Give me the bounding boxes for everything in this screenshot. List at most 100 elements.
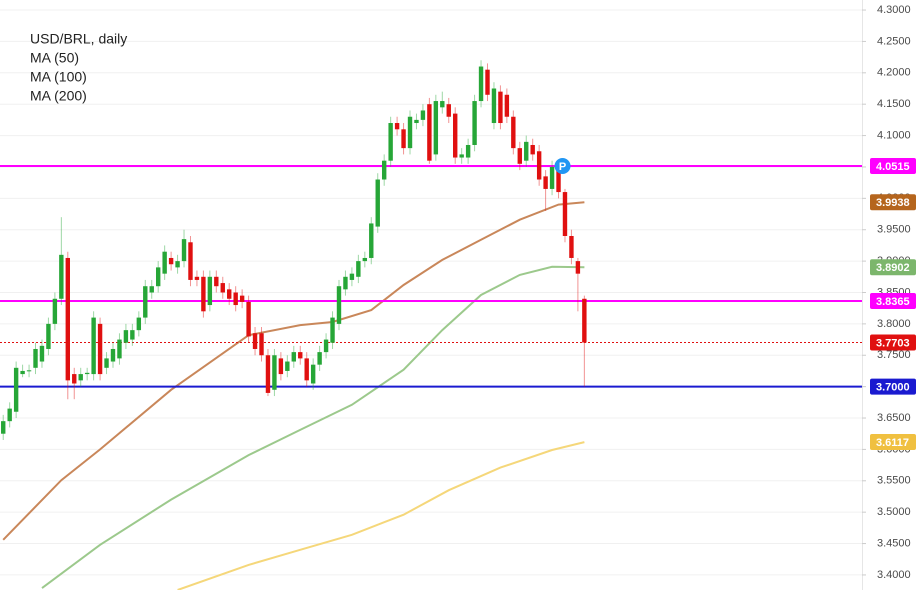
candle-body [343,276,348,290]
candle-body [239,295,245,302]
candle-body [117,339,122,359]
price-tag [870,378,916,395]
y-tick-label: 4.3000 [877,4,911,16]
candle-body [7,408,12,422]
candle-body [459,154,464,158]
y-tick-label: 3.4000 [877,569,911,581]
legend: USD/BRL, daily MA (50) MA (100) MA (200) [30,31,127,104]
candle-body [214,276,219,287]
price-tag-label: 3.8365 [876,296,910,308]
candle-body [220,283,225,293]
y-tick-label: 3.9500 [877,224,911,236]
candle-body [246,301,251,337]
candle-body [549,166,555,189]
price-axis: 4.30004.25004.20004.15004.10004.05004.00… [862,4,916,581]
price-tag [870,158,916,175]
candle-body [298,352,303,359]
candle-body [175,261,180,268]
candle-body [26,370,32,372]
candle-body [330,317,335,343]
y-tick-label: 4.1000 [877,129,911,141]
candle-body [420,110,426,120]
price-tag [870,334,916,351]
candle-body [524,141,529,161]
candle-body [569,236,574,258]
candle-body [375,179,380,227]
candle-body [155,267,161,287]
y-tick-label: 4.2000 [877,67,911,79]
price-tag [870,434,916,451]
candle-body [136,317,142,331]
candle-body [65,257,70,381]
price-tag [870,194,916,211]
price-tag-label: 3.7000 [876,382,910,394]
y-tick-label: 3.6500 [877,412,911,424]
price-tag-label: 3.9938 [876,197,910,209]
candle-body [362,257,368,262]
candle-body [491,88,497,124]
candle-body [46,323,51,349]
candle-body [1,421,6,434]
candle-body [369,223,374,258]
candle-body [252,333,258,349]
legend-entry: MA (200) [30,88,87,104]
candle-body [201,276,206,312]
candle-body [97,323,103,375]
ma-line [2,201,585,541]
candle-body [143,286,148,318]
candle-body [440,101,445,108]
candle-body [194,276,200,280]
candle-body [72,374,77,384]
candle-body [207,276,213,306]
candle-body [465,144,471,158]
candle-body [401,129,406,149]
candle-body [59,254,64,299]
price-tag-label: 3.8902 [876,262,910,274]
event-marker-label: P [559,161,566,173]
price-tag [870,259,916,276]
price-tag [870,292,916,309]
price-tag-label: 4.0515 [876,161,910,173]
candle-body [278,358,284,375]
candle-body [407,116,413,149]
candle-body [291,352,296,362]
candle-body [381,160,387,180]
candle-body [414,119,419,124]
candle-body [91,317,96,375]
price-tag-label: 3.6117 [876,437,909,449]
candle-body [504,94,510,117]
candle-body [323,339,329,353]
candle-body [149,286,154,293]
candle-body [427,104,432,161]
candle-body [285,361,290,371]
candle-body [33,348,38,368]
ma-line [177,441,585,590]
candle-body [536,151,542,180]
y-tick-label: 4.1500 [877,98,911,110]
candle-body [530,144,535,155]
y-tick-label: 3.5500 [877,475,911,487]
candle-body [78,374,83,381]
candle-body [388,123,393,161]
event-marker [554,158,571,175]
candle-body [104,358,109,368]
candle-body [517,148,522,164]
candle-body [123,330,129,343]
candle-body [310,364,316,384]
y-tick-label: 4.2500 [877,35,911,47]
candle-body [52,298,58,324]
y-tick-label: 3.7500 [877,349,911,361]
candle-body [162,251,167,274]
candle-body [446,104,451,117]
candle-body [485,69,490,95]
candle-body [433,101,439,155]
legend-entry: MA (50) [30,50,79,66]
price-tag-label: 3.7703 [876,337,910,349]
candle-body [130,330,135,340]
candle-body [582,298,587,343]
candle-body [453,113,458,158]
candle-body [20,370,25,375]
candle-body [394,123,400,130]
plot: P [0,60,862,590]
